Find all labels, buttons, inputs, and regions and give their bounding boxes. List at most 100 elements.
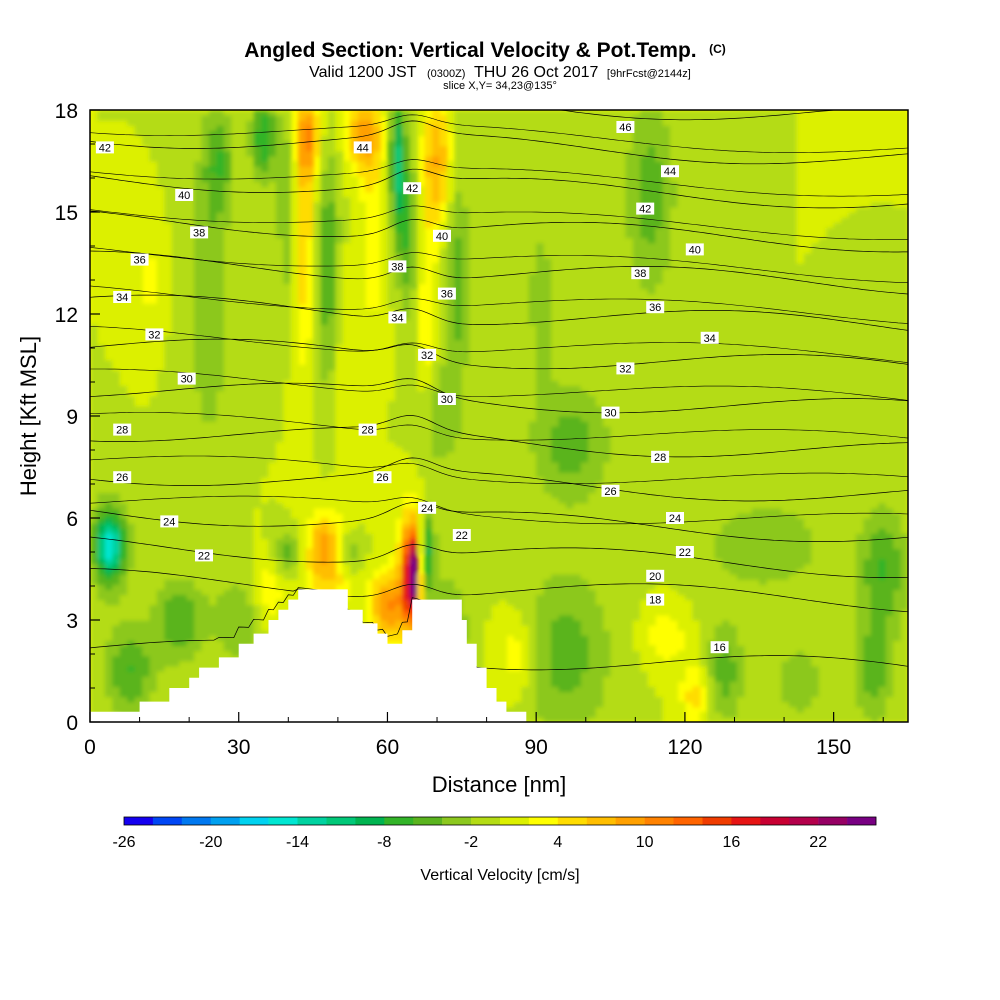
colorbar-swatch xyxy=(384,817,414,825)
slice-info: slice X,Y= 34,23@135° xyxy=(443,80,557,92)
contour-label: 40 xyxy=(685,243,704,256)
colorbar-swatch xyxy=(673,817,703,825)
contour-label: 28 xyxy=(651,450,670,464)
colorbar-swatch xyxy=(702,817,732,825)
colorbar-swatch xyxy=(500,817,530,825)
contour-label: 46 xyxy=(616,121,635,134)
colorbar-swatch xyxy=(152,817,183,825)
colorbar-swatch xyxy=(326,817,356,825)
theta-contour-38 xyxy=(90,210,908,253)
theta-contour-32 xyxy=(90,338,908,370)
valid-date: THU 26 Oct 2017 xyxy=(474,64,599,81)
chart-title-text: Angled Section: Vertical Velocity & Pot.… xyxy=(244,39,696,62)
colorbar-label: 4 xyxy=(553,834,562,851)
colorbar-swatch xyxy=(847,817,877,825)
theta-contour-minor xyxy=(90,412,908,441)
contour-label: 38 xyxy=(631,267,650,280)
colorbar-label: 10 xyxy=(636,834,654,851)
theta-contour-24 xyxy=(90,502,908,542)
contour-label: 38 xyxy=(388,260,407,273)
colorbar-swatch xyxy=(413,817,443,825)
contour-labels: 42 40 38 36 34 32 30 28 26 24 22 44 42 40 38 36 34 32 30 28… xyxy=(95,121,729,654)
colorbar-label: 16 xyxy=(723,834,741,851)
contour-label: 40 xyxy=(175,189,194,202)
contour-label: 30 xyxy=(437,393,456,406)
contour-label: 22 xyxy=(675,546,694,559)
colorbar-swatch xyxy=(239,817,269,825)
theta-contour-22 xyxy=(90,536,908,578)
contour-label: 34 xyxy=(113,291,132,304)
contour-label: 40 xyxy=(433,229,451,243)
y-tick-label: 9 xyxy=(66,406,78,429)
colorbar-swatch xyxy=(210,817,240,825)
theta-contour-28 xyxy=(90,415,908,458)
y-tick-label: 0 xyxy=(66,712,78,735)
contour-label: 44 xyxy=(661,165,679,178)
theta-contour-44 xyxy=(557,110,840,121)
colorbar-label: 22 xyxy=(809,834,827,851)
contour-label: 18 xyxy=(646,593,665,607)
theta-contour-minor xyxy=(90,368,908,401)
theta-contour-minor xyxy=(90,455,908,484)
theta-contour-20 xyxy=(90,568,908,613)
theta-contour-minor xyxy=(90,285,908,324)
colorbar-swatch xyxy=(818,817,848,825)
chart-title: Angled Section: Vertical Velocity & Pot.… xyxy=(244,39,726,62)
theta-contour-26 xyxy=(90,457,908,502)
contour-label: 42 xyxy=(95,141,114,154)
colorbar-title: Vertical Velocity [cm/s] xyxy=(420,867,579,884)
colorbar-swatch xyxy=(789,817,819,825)
y-tick-label: 6 xyxy=(66,508,78,531)
contour-label: 38 xyxy=(190,226,209,239)
x-tick-label: 30 xyxy=(227,736,250,759)
colorbar-label: -26 xyxy=(112,834,135,851)
y-tick-label: 12 xyxy=(55,304,78,327)
chart-subtitle: Valid 1200 JST (0300Z) THU 26 Oct 2017 [… xyxy=(309,64,691,81)
x-tick-label: 120 xyxy=(667,736,702,759)
colorbar-swatch xyxy=(644,817,674,825)
colorbar-swatch xyxy=(586,817,616,825)
contour-label: 22 xyxy=(452,529,471,542)
contour-label: 36 xyxy=(130,253,149,267)
contour-label: 36 xyxy=(646,301,665,314)
theta-contour-36 xyxy=(90,250,908,295)
theta-contour-minor xyxy=(90,159,908,197)
theta-contour-16 xyxy=(90,587,908,671)
contour-label: 42 xyxy=(636,202,655,216)
contour-label: 24 xyxy=(418,501,437,515)
valid-time: Valid 1200 JST xyxy=(309,64,417,81)
colorbar-swatch xyxy=(615,817,645,825)
y-tick-label: 15 xyxy=(55,202,78,225)
colorbar: -26 -20 -14 -8 -2 4 10 16 22 xyxy=(112,816,877,851)
colorbar-swatch xyxy=(181,817,211,825)
theta-contour-minor xyxy=(90,205,908,240)
terrain-mask xyxy=(90,589,908,722)
forecast-info: [9hrFcst@2144z] xyxy=(607,68,691,80)
colorbar-swatch xyxy=(442,817,472,825)
colorbar-swatch xyxy=(731,817,761,825)
y-tick-label: 3 xyxy=(66,610,78,633)
x-tick-label: 90 xyxy=(525,736,548,759)
contour-label: 32 xyxy=(418,348,437,362)
colorbar-label: -2 xyxy=(464,834,478,851)
contour-label: 44 xyxy=(353,141,372,154)
contour-label: 28 xyxy=(358,423,377,437)
contour-label: 34 xyxy=(388,311,407,324)
contour-label: 28 xyxy=(113,423,132,437)
y-axis-label: Height [Kft MSL] xyxy=(16,336,41,496)
theta-contour-42 xyxy=(90,120,908,165)
colorbar-label: -20 xyxy=(199,834,222,851)
velocity-field xyxy=(90,110,908,722)
colorbar-swatch xyxy=(297,817,327,825)
x-tick-label: 0 xyxy=(84,736,96,759)
theta-contour-34 xyxy=(90,294,908,331)
colorbar-swatch xyxy=(557,817,587,825)
y-tick-label: 18 xyxy=(55,100,78,123)
theta-contours xyxy=(90,110,908,671)
contour-label: 24 xyxy=(160,515,179,528)
theta-contour-minor xyxy=(90,114,908,153)
contour-label: 16 xyxy=(710,641,729,654)
contour-label: 20 xyxy=(646,569,665,583)
x-axis-label: Distance [nm] xyxy=(432,772,567,797)
